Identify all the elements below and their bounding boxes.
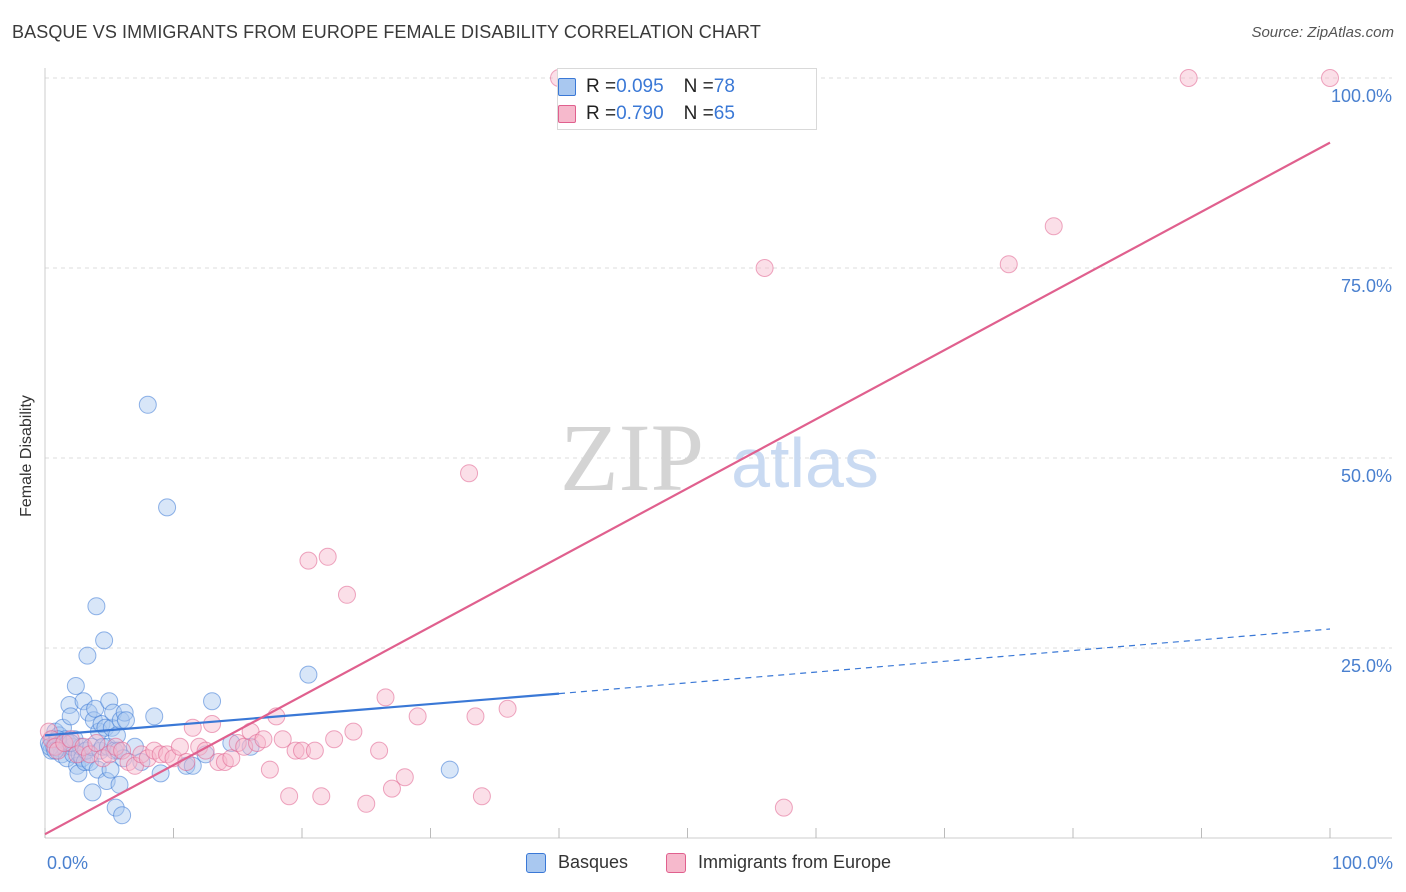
data-point-pink <box>999 255 1018 274</box>
data-point-blue <box>106 798 125 817</box>
data-point-blue <box>115 703 134 722</box>
data-point-pink <box>293 741 311 760</box>
bottom-legend-swatch-pink <box>666 852 686 873</box>
data-point-pink <box>755 259 774 277</box>
data-point-pink <box>344 722 363 741</box>
data-point-blue <box>299 665 318 684</box>
data-point-pink <box>774 798 793 817</box>
data-point-pink <box>299 551 318 570</box>
data-point-pink <box>222 749 241 768</box>
data-point-pink <box>68 745 87 764</box>
legend: R = 0.095 N = 78 R = 0.790 N = 65 <box>557 68 817 130</box>
data-point-pink <box>280 787 299 806</box>
watermark-atlas: atlas <box>731 424 879 502</box>
watermark-zip: ZIP <box>560 404 704 511</box>
legend-swatch-pink <box>558 105 576 123</box>
legend-n-label: N = <box>683 76 714 97</box>
data-point-blue <box>116 711 135 730</box>
bottom-legend-label-basques: Basques <box>558 852 629 872</box>
data-point-pink <box>325 730 344 749</box>
y-tick-label: 75.0% <box>1341 276 1392 296</box>
legend-r-label: R = <box>586 76 617 97</box>
data-point-pink <box>408 707 427 726</box>
legend-n-value: 65 <box>713 103 735 124</box>
legend-n-value: 78 <box>713 76 735 97</box>
data-point-pink <box>254 730 273 749</box>
data-point-pink <box>203 715 222 733</box>
legend-r-label: R = <box>586 103 617 124</box>
source-label: Source: ZipAtlas.com <box>1251 24 1394 41</box>
y-tick-label: 25.0% <box>1341 656 1392 676</box>
data-point-pink <box>87 734 106 752</box>
data-point-pink <box>498 699 517 718</box>
data-point-pink <box>1179 69 1198 87</box>
trendline-pink <box>44 141 1331 836</box>
data-point-pink <box>370 741 389 760</box>
data-point-pink <box>376 688 395 707</box>
tick-labels: 25.0% 50.0% 75.0% 100.0% 0.0% 100.0% <box>47 86 1393 873</box>
data-point-blue <box>66 677 85 695</box>
data-point-blue <box>60 696 79 714</box>
data-point-blue <box>145 707 164 726</box>
bottom-legend-label-immigrants: Immigrants from Europe <box>698 852 892 872</box>
data-point-pink <box>1044 217 1063 236</box>
data-point-pink <box>273 730 292 749</box>
trendlines <box>44 141 1331 836</box>
data-point-pink <box>286 741 305 760</box>
trendline-blue <box>44 692 560 737</box>
data-point-blue <box>440 760 459 779</box>
data-point-pink <box>113 741 132 760</box>
legend-row-immigrants: R = 0.790 N = 65 <box>558 103 735 125</box>
bottom-legend-basques: Basques <box>526 852 628 873</box>
data-point-blue <box>86 699 105 718</box>
data-point-blue <box>95 631 114 650</box>
data-point-blue <box>138 395 157 414</box>
x-tick-label: 100.0% <box>1332 853 1393 873</box>
data-point-blue <box>78 646 97 665</box>
y-tick-label: 50.0% <box>1341 466 1392 486</box>
data-point-pink <box>357 794 376 813</box>
bottom-legend-immigrants: Immigrants from Europe <box>666 852 891 873</box>
data-point-pink <box>337 585 356 604</box>
data-point-pink <box>48 741 67 760</box>
chart-title: BASQUE VS IMMIGRANTS FROM EUROPE FEMALE … <box>12 22 761 42</box>
x-tick-label: 0.0% <box>47 853 88 873</box>
data-point-pink <box>460 464 479 483</box>
data-point-pink <box>1321 69 1339 87</box>
trendline-dashed-blue <box>558 628 1331 695</box>
legend-row-basques: R = 0.095 N = 78 <box>558 76 735 98</box>
data-point-blue <box>158 498 177 517</box>
data-point-pink <box>312 787 331 806</box>
y-tick-label: 100.0% <box>1331 86 1392 106</box>
bottom-legend-swatch-blue <box>526 852 546 873</box>
data-point-pink <box>466 707 485 726</box>
data-point-blue <box>203 692 222 711</box>
data-point-pink <box>382 779 401 798</box>
data-point-pink <box>395 768 414 787</box>
data-point-blue <box>83 783 102 802</box>
data-point-blue <box>113 806 132 825</box>
legend-r-value: 0.790 <box>616 103 664 124</box>
legend-swatch-blue <box>558 78 576 96</box>
data-point-pink <box>472 787 491 806</box>
data-points <box>39 69 1339 825</box>
data-point-pink <box>318 547 337 566</box>
data-point-blue <box>151 764 170 783</box>
gridlines <box>45 77 1392 649</box>
data-point-blue <box>69 764 88 783</box>
axes <box>44 68 1392 839</box>
data-point-pink <box>305 741 324 760</box>
data-point-blue <box>100 692 119 711</box>
legend-r-value: 0.095 <box>616 76 664 97</box>
data-point-pink <box>170 737 189 756</box>
data-point-pink <box>39 722 58 741</box>
legend-n-label: N = <box>683 103 714 124</box>
data-point-blue <box>61 707 80 726</box>
data-point-pink <box>260 760 279 779</box>
data-point-blue <box>87 597 106 616</box>
